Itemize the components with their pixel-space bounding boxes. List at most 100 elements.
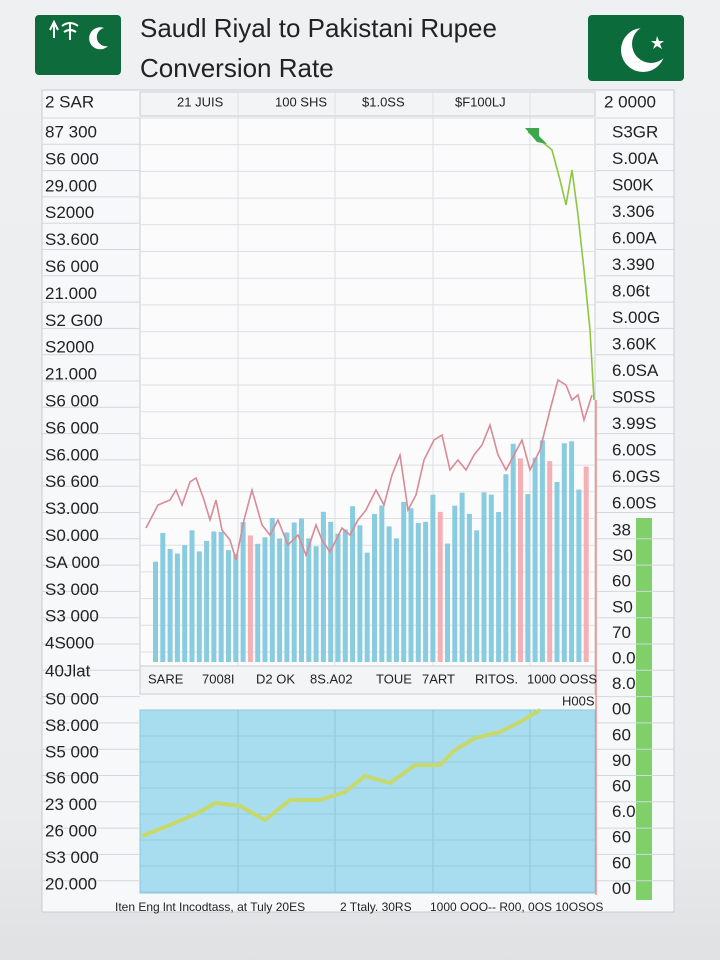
right-label: 3.99S bbox=[612, 414, 656, 433]
bar bbox=[510, 443, 516, 662]
left-label: 4S000 bbox=[45, 634, 94, 653]
left-label: 26 000 bbox=[45, 821, 97, 840]
bar bbox=[525, 494, 531, 662]
left-label: S2 G00 bbox=[45, 311, 103, 330]
bar bbox=[328, 521, 334, 662]
column-label: $F100LJ bbox=[455, 94, 506, 109]
bar bbox=[518, 458, 523, 662]
bar bbox=[547, 461, 553, 662]
right-label: 6.00A bbox=[612, 228, 657, 247]
bar bbox=[269, 518, 275, 662]
bar bbox=[445, 543, 450, 662]
bar bbox=[364, 552, 370, 662]
bar bbox=[430, 494, 436, 662]
bar bbox=[372, 513, 377, 662]
right-label: 70 bbox=[612, 623, 631, 642]
bar bbox=[182, 545, 188, 662]
right-label: 60 bbox=[612, 776, 631, 795]
area-line bbox=[141, 708, 542, 838]
spike-marker bbox=[525, 128, 547, 144]
top-left-label: 2 SAR bbox=[45, 92, 94, 111]
bar bbox=[211, 531, 217, 662]
right-label: 38 bbox=[612, 520, 631, 539]
middle-label: RITOS. bbox=[475, 671, 518, 686]
bar bbox=[539, 440, 545, 662]
bar bbox=[423, 521, 429, 662]
bar bbox=[401, 501, 407, 662]
bar bbox=[247, 535, 253, 662]
bar bbox=[226, 550, 231, 662]
spike-line bbox=[527, 131, 595, 401]
left-label: S6 000 bbox=[45, 149, 99, 168]
right-label: S00K bbox=[612, 175, 654, 194]
middle-label: 7ART bbox=[422, 671, 455, 686]
green-strip bbox=[636, 518, 652, 900]
note-label: H00S bbox=[562, 693, 595, 708]
bar bbox=[569, 441, 575, 662]
column-label: $1.0SS bbox=[362, 94, 405, 109]
bar bbox=[313, 546, 319, 662]
right-label: S0 bbox=[612, 546, 633, 565]
footer-text: 1000 OOO-- R00, 0OS 10OSOS bbox=[430, 900, 603, 914]
line-series bbox=[145, 378, 593, 561]
right-label: 60 bbox=[612, 828, 631, 847]
bar bbox=[153, 561, 158, 662]
left-label: SA 000 bbox=[45, 553, 100, 572]
bar bbox=[233, 553, 239, 662]
top-right-label: 2 0000 bbox=[604, 92, 656, 111]
right-label: 6.00S bbox=[612, 440, 656, 459]
bar bbox=[291, 522, 297, 662]
right-label: 3.306 bbox=[612, 202, 655, 221]
right-label: 60 bbox=[612, 572, 631, 591]
title: Saudl Riyal to Pakistani Rupee bbox=[140, 13, 497, 43]
middle-label: 7008I bbox=[202, 671, 235, 686]
left-label: S3 000 bbox=[45, 848, 99, 867]
bar bbox=[379, 505, 385, 662]
footer-text: Iten Eng lnt Incodtass, at Tuly 20ES bbox=[115, 900, 305, 914]
bar bbox=[437, 511, 443, 662]
left-label: 40Jlat bbox=[45, 661, 91, 680]
bar bbox=[299, 518, 304, 662]
right-label: S0SS bbox=[612, 387, 655, 406]
bar bbox=[320, 511, 326, 662]
left-label: S2000 bbox=[45, 203, 94, 222]
middle-label: SARE bbox=[148, 671, 184, 686]
bar bbox=[189, 530, 195, 662]
bar bbox=[342, 529, 348, 662]
middle-row bbox=[139, 665, 596, 695]
right-label: 3.390 bbox=[612, 255, 655, 274]
bar bbox=[532, 457, 538, 662]
bar bbox=[240, 522, 246, 662]
right-label: 8.06t bbox=[612, 281, 650, 300]
right-label: 6.0GS bbox=[612, 467, 660, 486]
bar bbox=[496, 512, 502, 662]
bar bbox=[474, 530, 480, 662]
bar bbox=[408, 508, 414, 662]
bar bbox=[357, 525, 363, 662]
bar bbox=[277, 538, 283, 662]
bar bbox=[306, 538, 312, 662]
right-label: 00 bbox=[612, 700, 631, 719]
left-label: S3 000 bbox=[45, 580, 99, 599]
left-label: S0.000 bbox=[45, 526, 99, 545]
bar bbox=[452, 505, 458, 662]
bar bbox=[386, 526, 392, 662]
left-label: 29.000 bbox=[45, 176, 97, 195]
bar bbox=[350, 506, 356, 662]
column-label: 21 JUIS bbox=[177, 94, 224, 109]
footer-text: 2 Ttaly. 30RS bbox=[340, 900, 412, 914]
pakistan-flag bbox=[588, 15, 684, 81]
right-label: 0.0 bbox=[612, 648, 636, 667]
right-label: 8.0 bbox=[612, 674, 636, 693]
saudi-flag bbox=[35, 15, 121, 75]
bar bbox=[204, 540, 210, 662]
bar bbox=[459, 492, 465, 662]
middle-label: TOUE bbox=[376, 671, 412, 686]
right-label: 60 bbox=[612, 853, 631, 872]
bars bbox=[153, 440, 589, 662]
left-label: S6 000 bbox=[45, 769, 99, 788]
right-label: 6.00S bbox=[612, 493, 656, 512]
